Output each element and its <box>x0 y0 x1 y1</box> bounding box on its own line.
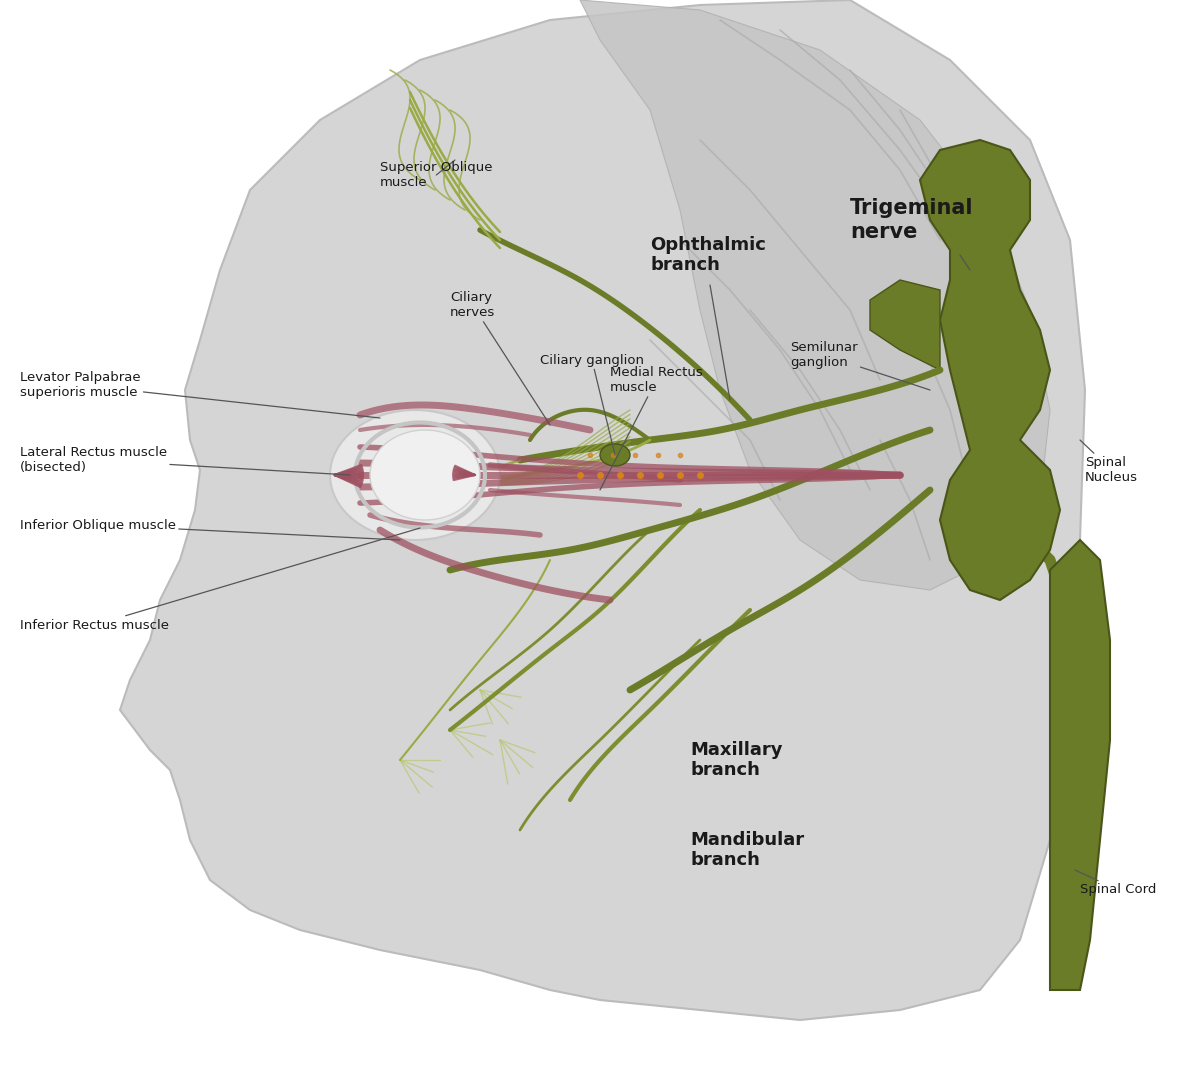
Text: Mandibular
branch: Mandibular branch <box>690 831 804 870</box>
Ellipse shape <box>370 429 480 520</box>
Polygon shape <box>1050 540 1110 990</box>
Text: Ciliary
nerves: Ciliary nerves <box>450 291 550 425</box>
Polygon shape <box>920 140 1060 600</box>
Ellipse shape <box>600 444 630 467</box>
Text: Inferior Rectus muscle: Inferior Rectus muscle <box>20 528 420 631</box>
Polygon shape <box>870 280 940 370</box>
Text: Maxillary
branch: Maxillary branch <box>690 740 782 779</box>
Ellipse shape <box>330 410 500 540</box>
Text: Semilunar
ganglion: Semilunar ganglion <box>790 341 930 390</box>
Text: Lateral Rectus muscle
(bisected): Lateral Rectus muscle (bisected) <box>20 446 350 475</box>
Text: Spinal
Nucleus: Spinal Nucleus <box>1080 440 1138 484</box>
Text: Medial Rectus
muscle: Medial Rectus muscle <box>600 366 703 490</box>
Polygon shape <box>120 0 1085 1020</box>
Text: Ciliary ganglion: Ciliary ganglion <box>540 353 644 455</box>
Text: Spinal Cord: Spinal Cord <box>1075 870 1157 896</box>
Text: Ophthalmic
branch: Ophthalmic branch <box>650 235 766 275</box>
Text: Trigeminal
nerve: Trigeminal nerve <box>850 198 973 242</box>
Polygon shape <box>580 0 1050 590</box>
Text: Inferior Oblique muscle: Inferior Oblique muscle <box>20 519 400 540</box>
Text: Levator Palpabrae
superioris muscle: Levator Palpabrae superioris muscle <box>20 371 380 417</box>
Text: Superior Oblique
muscle: Superior Oblique muscle <box>380 160 492 189</box>
